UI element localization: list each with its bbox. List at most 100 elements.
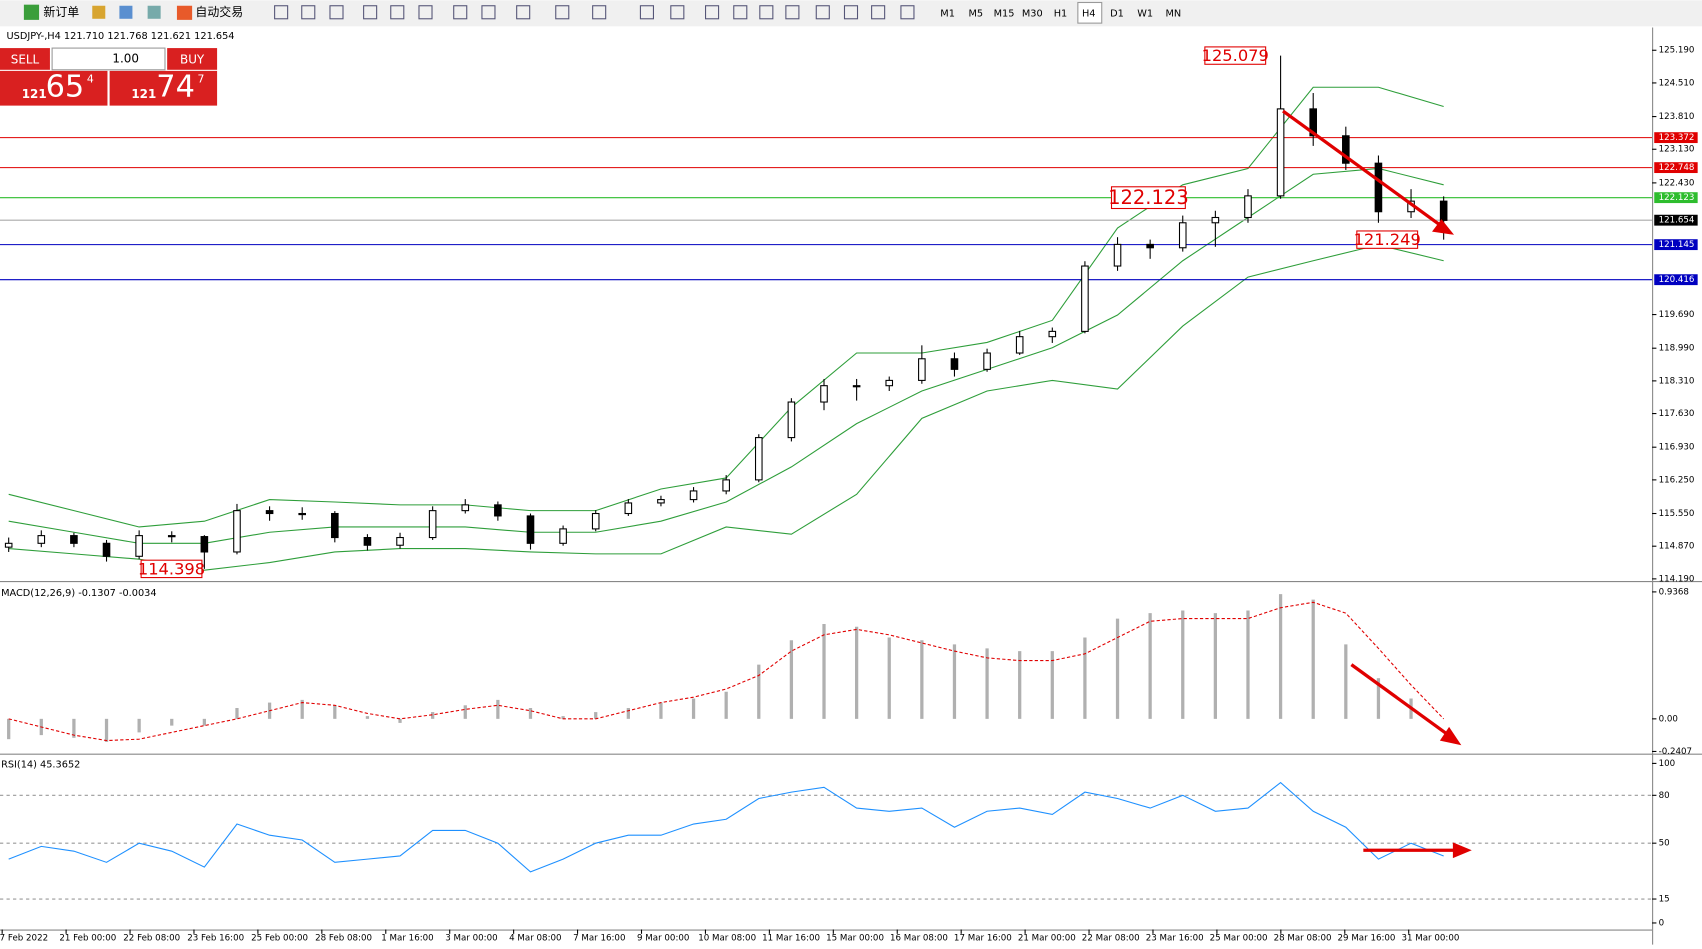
tool-icon[interactable] (329, 5, 344, 20)
tool-icons (274, 5, 915, 20)
candle-body (70, 535, 78, 544)
tool-icon[interactable] (301, 5, 316, 20)
tool-icon[interactable] (390, 5, 405, 20)
tool-icon[interactable] (481, 5, 496, 20)
x-tick-label: 17 Mar 16:00 (954, 934, 1012, 944)
tool-icon[interactable] (900, 5, 915, 20)
x-tick-label: 11 Mar 16:00 (762, 934, 820, 944)
y-tick-label: 122.430 (1659, 178, 1695, 188)
price-annotation-box (1110, 186, 1186, 210)
tool-icon[interactable] (670, 5, 685, 20)
timeframe-button[interactable]: M30 (1022, 8, 1043, 19)
tool-icon[interactable] (705, 5, 720, 20)
icon[interactable] (119, 5, 133, 19)
bid-big: 121 (22, 87, 47, 101)
tool-icon[interactable] (363, 5, 378, 20)
tool-icon[interactable] (274, 5, 289, 20)
tool-icon[interactable] (843, 5, 859, 20)
ask-pips: 74 (156, 70, 195, 105)
ask-box[interactable] (109, 70, 218, 106)
new-order-button[interactable]: 新订单 (43, 4, 79, 19)
tool-icon[interactable] (815, 5, 830, 20)
x-tick-label: 23 Feb 16:00 (187, 934, 244, 944)
price-annotation-box (140, 559, 203, 579)
candle-body (167, 535, 176, 538)
drawn-arrows (1282, 109, 1472, 859)
tool-icon[interactable] (516, 5, 531, 20)
x-tick-label: 25 Mar 00:00 (1210, 934, 1268, 944)
auto-trade-icon[interactable] (176, 5, 193, 20)
timeframe-button[interactable]: M15 (994, 8, 1015, 19)
candle-body (657, 499, 665, 504)
y-tick-label: 114.190 (1659, 574, 1695, 584)
candle-body (689, 490, 698, 501)
trade-panel: SELL 1.00 BUY 121 65 4 121 74 7 (0, 47, 218, 106)
tool-icon[interactable] (871, 5, 886, 20)
level-label: 123.372 (1659, 133, 1695, 143)
x-tick-label: 29 Mar 16:00 (1338, 934, 1396, 944)
y-tick-label: 15 (1659, 895, 1670, 905)
level-tag (1654, 239, 1698, 251)
auto-trade-button[interactable]: 自动交易 (195, 4, 243, 19)
ask-frac: 7 (198, 73, 205, 86)
icon[interactable] (92, 5, 106, 19)
timeframe-button[interactable]: H4 (1082, 8, 1096, 19)
toolbar (0, 0, 1702, 27)
active-timeframe (1077, 1, 1103, 24)
tool-icon[interactable] (785, 5, 800, 20)
level-tag (1654, 274, 1698, 286)
timeframe-button[interactable]: M5 (969, 8, 984, 19)
tool-icon[interactable] (592, 5, 607, 20)
y-tick-label: 0 (1659, 918, 1665, 928)
macd-header: MACD(12,26,9) -0.1307 -0.0034 (1, 588, 157, 599)
x-tick-label: 22 Feb 08:00 (123, 934, 180, 944)
buy-label[interactable]: BUY (180, 53, 205, 67)
candle-body (135, 535, 143, 557)
new-order-icon[interactable] (23, 4, 40, 20)
timeframes: M1 M5 M15 M30 H1 H4 D1 W1 MN (940, 1, 1182, 24)
bid-frac: 4 (87, 73, 94, 86)
rsi-line (8, 781, 1444, 873)
candle-body (787, 401, 796, 439)
candle-body (1113, 243, 1122, 267)
x-tick-label: 28 Feb 08:00 (315, 934, 372, 944)
timeframe-button[interactable]: H1 (1054, 8, 1068, 19)
lot-input[interactable] (51, 47, 166, 71)
y-tick-label: 123.810 (1659, 112, 1695, 122)
tool-icon[interactable] (733, 5, 748, 20)
candle-body (1309, 108, 1318, 137)
level-tag (1654, 132, 1698, 144)
bid-box[interactable] (0, 70, 108, 106)
tool-icon[interactable] (759, 5, 774, 20)
timeframe-button[interactable]: D1 (1110, 8, 1124, 19)
x-tick-label: 9 Mar 00:00 (637, 934, 689, 944)
level-label: 122.748 (1659, 163, 1695, 173)
level-label: 121.654 (1659, 216, 1695, 226)
sell-button[interactable] (0, 48, 50, 70)
timeframe-button[interactable]: MN (1166, 8, 1182, 19)
candle-body (494, 504, 502, 517)
x-tick-label: 21 Mar 00:00 (1018, 934, 1076, 944)
candle-body (754, 437, 763, 481)
tool-icon[interactable] (639, 5, 654, 20)
timeframe-button[interactable]: W1 (1137, 8, 1153, 19)
price-annotation-box (1356, 230, 1419, 249)
arrow-head (1452, 842, 1472, 859)
icon[interactable] (147, 5, 161, 19)
chart-header: USDJPY-,H4 121.710 121.768 121.621 121.6… (7, 31, 235, 42)
tool-icon[interactable] (418, 5, 433, 20)
y-tick-label: 115.550 (1659, 509, 1695, 519)
candle-body (591, 512, 600, 530)
x-tick-label: 1 Mar 16:00 (381, 934, 433, 944)
tool-icon[interactable] (453, 5, 468, 20)
y-tick-label: 0.9368 (1659, 587, 1689, 597)
y-tick-label: 0.00 (1659, 714, 1678, 724)
ask-big: 121 (131, 87, 156, 101)
sell-label[interactable]: SELL (11, 53, 40, 67)
lot-size[interactable]: 1.00 (112, 51, 139, 65)
buy-button[interactable] (167, 48, 218, 70)
x-tick-label: 21 Feb 00:00 (59, 934, 116, 944)
tool-icon[interactable] (555, 5, 570, 20)
timeframe-button[interactable]: M1 (940, 8, 955, 19)
candle-body (885, 379, 894, 387)
